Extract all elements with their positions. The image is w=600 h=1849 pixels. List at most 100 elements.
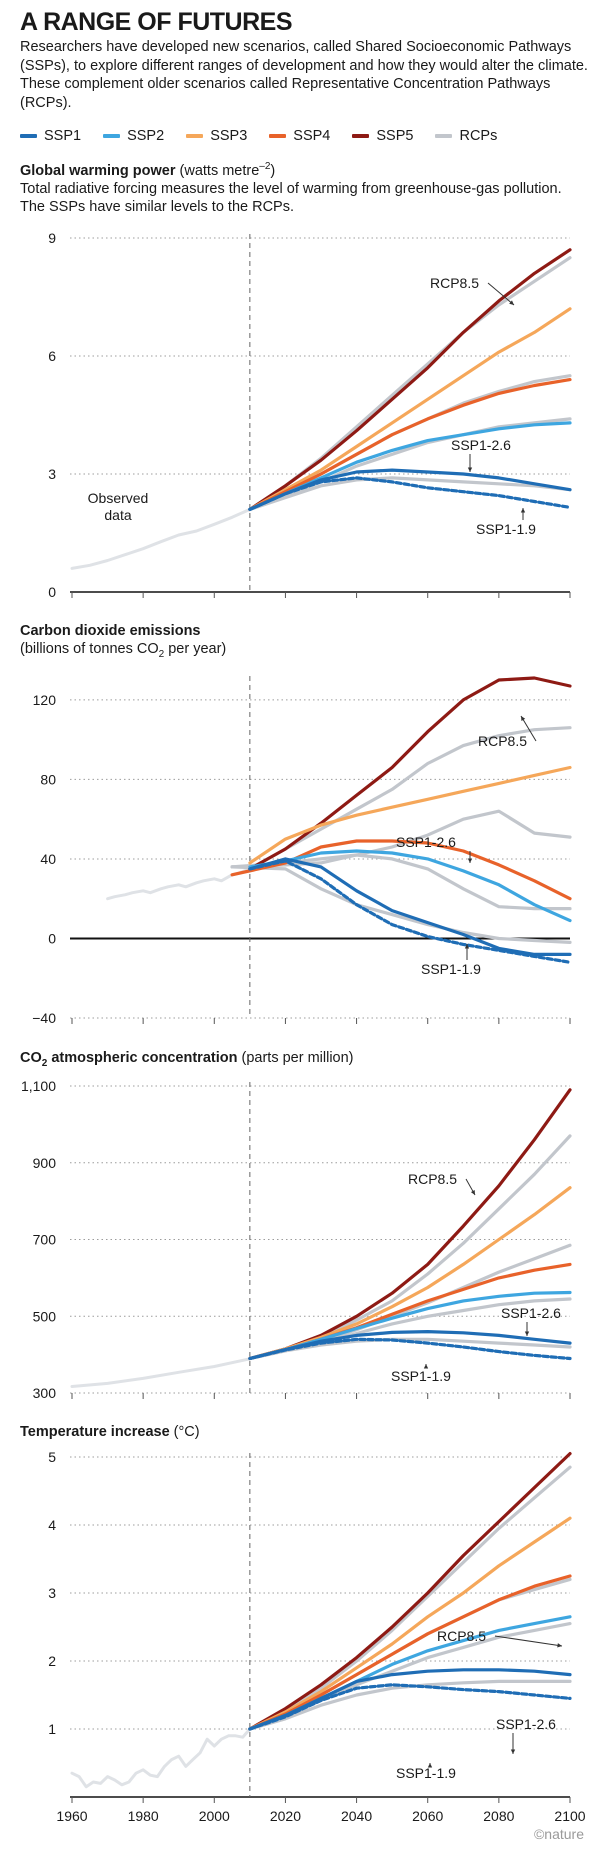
y-tick-label: 3 — [48, 1585, 56, 1601]
annotation-arrowhead — [524, 1331, 530, 1336]
series-line-ssp1-1-9 — [248, 1337, 572, 1361]
series-line-observed-data — [70, 507, 252, 570]
series-line-ssp4 — [248, 378, 572, 511]
panel-title: CO2 atmospheric concentration — [20, 1050, 238, 1069]
annotation-arrowhead — [510, 1749, 516, 1754]
annotation-ssp1-2-6: SSP1-2.6 — [501, 1305, 561, 1321]
x-tick-label: 2040 — [341, 1808, 372, 1824]
annotation-arrowhead — [520, 508, 526, 513]
y-tick-label: 6 — [48, 348, 56, 364]
annotation-observed-data: Observed data — [88, 490, 149, 523]
annotation-arrowhead — [464, 944, 470, 949]
legend-item-ssp1: SSP1 — [20, 128, 81, 144]
series-line-observed-data — [70, 1357, 252, 1388]
x-tick-label: 1980 — [128, 1808, 159, 1824]
chart-global-warming-power: 0 3 6 9 RCP8.5 SSP1-2.6 SSP1-1.9 Observed data — [48, 230, 572, 600]
legend: SSP1 SSP2 SSP3 SSP4 SSP5 RCPs — [20, 127, 519, 145]
x-tick-label: 2060 — [412, 1808, 443, 1824]
series-line-ssp1-1-9 — [248, 859, 572, 964]
legend-swatch — [103, 134, 121, 138]
legend-swatch — [20, 134, 37, 138]
series-line-observed-data — [70, 1727, 252, 1789]
y-tick-label: 9 — [48, 230, 56, 246]
page-title: A RANGE OF FUTURES — [20, 8, 293, 36]
legend-swatch — [186, 134, 204, 138]
series-line-rcps — [230, 865, 572, 945]
y-tick-label: 1 — [48, 1721, 56, 1737]
annotation-ssp1-2-6: SSP1-2.6 — [396, 834, 456, 850]
legend-label: SSP4 — [293, 128, 331, 144]
annotation-arrowhead — [467, 858, 473, 863]
intro-text: Researchers have developed new scenarios… — [20, 39, 588, 111]
annotation-arrowhead — [467, 467, 473, 472]
annotation-arrowhead — [423, 1364, 429, 1369]
y-tick-label: 0 — [48, 584, 56, 600]
y-tick-label: 500 — [33, 1308, 57, 1324]
annotation-ssp1-1-9: SSP1-1.9 — [421, 961, 481, 977]
series-line-ssp5 — [248, 248, 572, 511]
annotation-ssp1-2-6: SSP1-2.6 — [451, 437, 511, 453]
annotation-leader — [520, 715, 537, 742]
x-tick-label: 1960 — [56, 1808, 87, 1824]
panel-title: Carbon dioxide emissions — [20, 623, 201, 639]
nature-credit: ©nature — [533, 1826, 584, 1842]
annotation-rcp8-5: RCP8.5 — [437, 1628, 486, 1644]
chart-co2-atmospheric-concentration: 300 500 700 900 1,100 RCP8.5 SSP1-2.6 SSP1-1.9 — [21, 1078, 572, 1401]
y-tick-label: 4 — [48, 1517, 56, 1533]
annotation-rcp8-5: RCP8.5 — [478, 733, 527, 749]
annotation-arrowhead — [521, 716, 526, 721]
annotation-ssp1-1-9: SSP1-1.9 — [396, 1765, 456, 1781]
series-line-ssp2 — [248, 421, 572, 511]
y-tick-label: 1,100 — [21, 1078, 56, 1094]
legend-item-ssp3: SSP3 — [186, 128, 247, 144]
legend-label: SSP3 — [210, 128, 248, 144]
panel-heading-temperature: Temperature increase (°C) — [20, 1423, 590, 1441]
series-line-rcps — [248, 417, 572, 511]
panel-unit: (watts metre–2) — [179, 161, 276, 179]
series-line-rcps — [230, 853, 572, 911]
legend-item-ssp5: SSP5 — [352, 128, 413, 144]
annotation-arrowhead — [470, 1190, 475, 1195]
series-line-ssp2 — [248, 849, 572, 923]
panel-title: Global warming power — [20, 162, 176, 179]
annotation-leader — [494, 1635, 563, 1647]
annotation-arrowhead — [509, 300, 514, 305]
annotation-arrowhead — [427, 1763, 433, 1768]
annotation-ssp1-2-6: SSP1-2.6 — [496, 1716, 556, 1732]
panel-heading-emissions: Carbon dioxide emissions (billions of to… — [20, 622, 590, 664]
series-line-ssp5 — [248, 1451, 572, 1731]
series-line-ssp1-1-9 — [248, 1683, 572, 1731]
y-tick-label: 300 — [33, 1385, 57, 1401]
y-tick-label: 3 — [48, 466, 56, 482]
series-line-ssp1-2-6 — [248, 1329, 572, 1361]
y-tick-label: 5 — [48, 1449, 56, 1465]
series-line-ssp3 — [248, 1516, 572, 1731]
annotation-leader — [487, 282, 515, 306]
panel-subtitle: Total radiative forcing measures the lev… — [20, 180, 562, 215]
y-tick-label: 40 — [40, 851, 56, 867]
y-tick-label: 2 — [48, 1653, 56, 1669]
y-tick-label: 80 — [40, 771, 56, 787]
panel-unit: (°C) — [173, 1424, 200, 1440]
legend-item-ssp2: SSP2 — [103, 128, 164, 144]
chart-carbon-dioxide-emissions: −40 0 40 80 120 RCP8.5 SSP1-2.6 SSP1-1.9 — [32, 676, 572, 1026]
panel-title: Temperature increase — [20, 1424, 170, 1440]
panel-heading-concentration: CO2 atmospheric concentration (parts per… — [20, 1049, 590, 1073]
series-line-rcps — [248, 1337, 572, 1361]
series-line-observed-data — [106, 867, 252, 901]
y-tick-label: 120 — [33, 692, 57, 708]
x-tick-label: 2000 — [199, 1808, 230, 1824]
legend-item-rcps: RCPs — [435, 128, 497, 144]
y-tick-label: −40 — [32, 1010, 56, 1026]
series-line-ssp4 — [248, 1574, 572, 1731]
chart-temperature-increase: 1 2 3 4 5 1960 1980 2000 2020 2040 2060 2080 2100 RCP… — [48, 1449, 586, 1824]
series-line-rcp8-5 — [248, 1465, 572, 1731]
annotation-rcp8-5: RCP8.5 — [408, 1171, 457, 1187]
series-line-rcps — [248, 476, 572, 511]
x-tick-label: 2100 — [554, 1808, 585, 1824]
annotation-rcp8-5: RCP8.5 — [430, 275, 479, 291]
series-line-rcp8-5 — [248, 1134, 572, 1361]
x-tick-label: 2080 — [483, 1808, 514, 1824]
y-tick-label: 700 — [33, 1232, 57, 1248]
